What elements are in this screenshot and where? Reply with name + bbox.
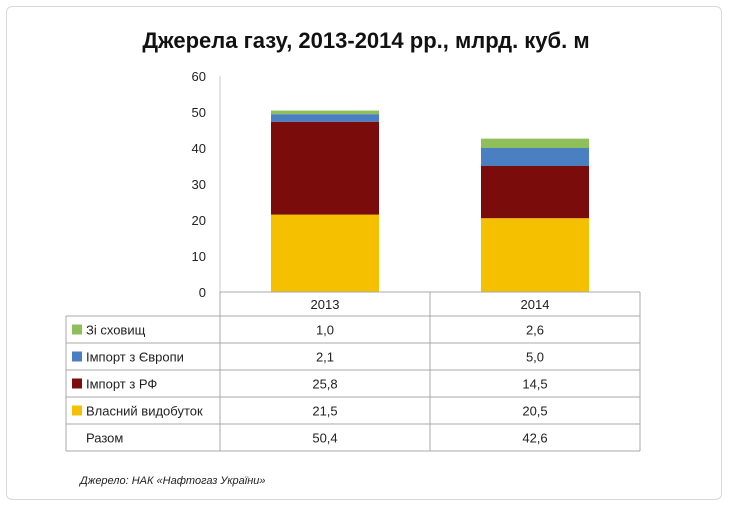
table-value-1-2013: 21,5 [312,404,337,419]
legend-swatch-4 [72,324,82,335]
source-note: Джерело: НАК «Нафтогаз України» [78,475,266,487]
legend-label-1: Власний видобуток [86,404,203,419]
table-value-2-2013: 25,8 [312,377,337,392]
legend-swatch-1 [72,405,82,416]
bar-segment-2014-1 [481,218,589,292]
table-value-3-2013: 2,1 [316,350,334,365]
data-table: 2013 2014 Зі сховищ 1,0 2,6 Імпорт з Європи 2,… [65,291,641,452]
bar-segment-2014-4 [481,138,589,148]
table-value-1-2014: 20,5 [522,404,547,419]
category-label-2014: 2014 [521,297,550,312]
total-value-2014: 42,6 [522,431,547,446]
table-value-2-2014: 14,5 [522,377,547,392]
legend-swatch-2 [72,378,82,389]
table-value-3-2014: 5,0 [526,350,544,365]
total-label: Разом [86,431,123,446]
y-tick-label: 40 [192,141,206,156]
bar-segment-2013-3 [271,114,379,122]
y-axis: 0 10 20 30 40 50 60 [192,69,221,300]
y-tick-label: 10 [192,249,206,264]
y-tick-label: 0 [199,285,206,300]
y-tick-label: 20 [192,213,206,228]
table-value-4-2013: 1,0 [316,323,334,338]
category-label-2013: 2013 [311,297,340,312]
legend-label-4: Зі сховищ [86,323,146,338]
y-tick-label: 30 [192,177,206,192]
bars [271,110,589,292]
bar-segment-2013-2 [271,121,379,215]
table-value-4-2014: 2,6 [526,323,544,338]
chart-title: Джерела газу, 2013-2014 рр., млрд. куб. … [142,28,589,53]
legend-label-3: Імпорт з Європи [86,350,184,365]
bar-segment-2014-2 [481,166,589,219]
bar-segment-2013-4 [271,110,379,115]
bar-segment-2014-3 [481,148,589,166]
legend-swatch-3 [72,351,82,362]
legend-label-2: Імпорт з РФ [86,377,157,392]
total-value-2013: 50,4 [312,431,337,446]
bar-segment-2013-1 [271,214,379,292]
y-tick-label: 50 [192,105,206,120]
y-tick-label: 60 [192,69,206,84]
